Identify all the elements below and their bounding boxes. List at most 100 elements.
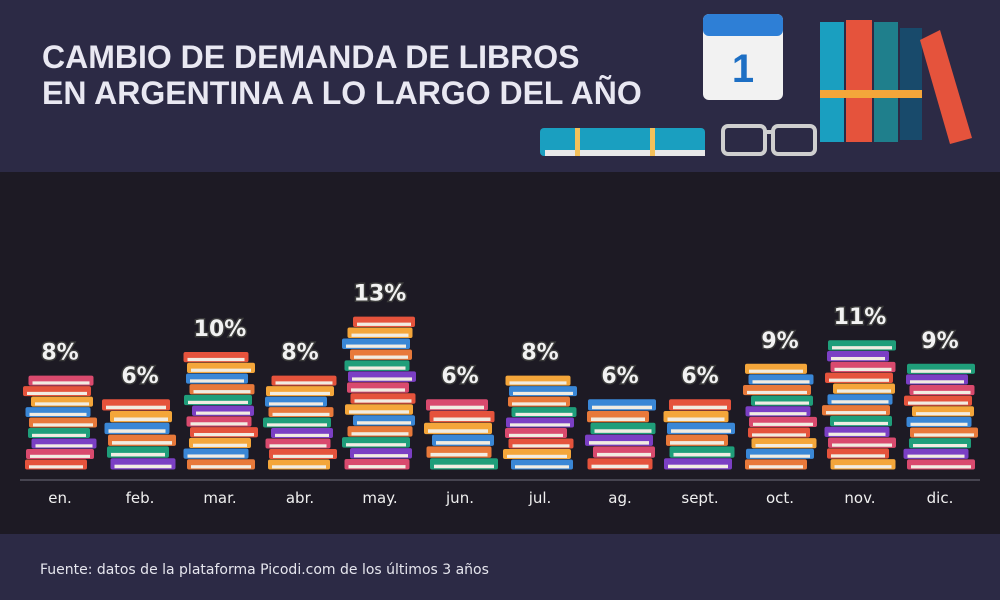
book-pages (111, 452, 165, 457)
book-pages (913, 443, 967, 448)
book-pages (193, 443, 247, 447)
book-pages (348, 465, 406, 469)
book-pages (831, 400, 889, 404)
book-pages (346, 443, 406, 447)
book-pages (29, 465, 83, 469)
book-pages (755, 443, 813, 448)
title-line: CAMBIO DE DEMANDA DE LIBROS (42, 39, 579, 75)
book-pages (191, 465, 251, 469)
footer-bg (0, 534, 1000, 600)
book-pages (826, 411, 886, 415)
book-pages (273, 454, 333, 458)
value-label: 10% (194, 317, 247, 342)
x-tick-label: nov. (844, 489, 875, 507)
book-pages (592, 405, 652, 410)
book-pages (35, 444, 93, 448)
value-label: 11% (834, 305, 887, 330)
book-pages (755, 401, 809, 405)
x-tick-label: abr. (286, 489, 314, 507)
value-label: 6% (681, 364, 718, 389)
book-pages (29, 412, 87, 416)
book-stack (424, 399, 498, 470)
book-pages (752, 433, 806, 437)
book-pages (32, 381, 90, 385)
book-pages (515, 465, 569, 469)
book-pages (591, 417, 645, 422)
book-pages (831, 454, 885, 458)
x-tick-label: feb. (126, 489, 155, 507)
book-stack (743, 363, 817, 470)
book-pages (433, 417, 491, 422)
book-pages (749, 465, 803, 469)
book-pages (196, 411, 250, 415)
book-pages (747, 390, 807, 395)
book-pages (190, 379, 244, 383)
value-label: 6% (121, 364, 158, 389)
book-pages (834, 465, 892, 469)
book-stack (183, 352, 258, 470)
book-pages (594, 429, 652, 433)
book-pages (32, 433, 86, 437)
book-pages (832, 443, 892, 447)
book-pages (671, 429, 731, 433)
book-stack (822, 340, 896, 470)
book-pages (911, 465, 971, 469)
book-pages (354, 399, 412, 403)
x-tick-label: en. (48, 489, 72, 507)
book-stack (585, 399, 656, 470)
book-pages (357, 421, 411, 425)
book-pages (914, 433, 974, 437)
book-pages (354, 355, 408, 359)
x-tick-label: ag. (608, 489, 631, 507)
illustration: 1 (540, 14, 972, 156)
book-pages (351, 333, 409, 337)
book-pages (910, 422, 968, 426)
source: Fuente: datos de la plataforma Picodi.co… (40, 562, 489, 578)
x-tick-label: jul. (528, 489, 552, 507)
book-pages (108, 429, 166, 433)
book-pages (673, 405, 727, 410)
book-pages (27, 391, 87, 396)
book-pages (106, 405, 166, 410)
book-pages (513, 391, 573, 396)
calendar-day: 1 (732, 47, 754, 91)
book-pages (194, 432, 254, 437)
book-pages (434, 464, 494, 469)
book-pages (191, 368, 251, 372)
book-pages (428, 429, 488, 433)
value-label: 6% (601, 364, 638, 389)
book-pages (33, 423, 93, 427)
x-tick-label: oct. (766, 489, 794, 507)
book-pages (188, 400, 248, 405)
book-pages (831, 356, 885, 361)
book-pages (510, 423, 570, 427)
x-tick-label: sept. (681, 489, 718, 507)
book-pages (589, 441, 649, 445)
book-pages (275, 381, 333, 385)
book-pages (269, 444, 327, 448)
book-pages (275, 433, 329, 437)
book-pages (750, 454, 810, 458)
book-pages (597, 452, 651, 457)
book-pages (352, 377, 412, 381)
x-tick-label: may. (362, 489, 397, 507)
book-pages (270, 391, 330, 396)
book-pages (267, 423, 327, 427)
book-pages (193, 390, 251, 394)
book-pages (351, 388, 405, 392)
value-label: 9% (921, 329, 958, 354)
book-pages (509, 381, 567, 385)
title-line: EN ARGENTINA A LO LARGO DEL AÑO (42, 75, 642, 111)
book-pages (269, 402, 323, 406)
book-pages (272, 465, 326, 469)
value-label: 9% (761, 329, 798, 354)
book-pages (673, 452, 731, 457)
book-pages (349, 410, 409, 414)
book-pages (832, 346, 892, 350)
book-pages (187, 357, 245, 362)
book-pages (512, 444, 570, 448)
book-pages (112, 441, 172, 445)
book-pages (911, 369, 971, 373)
book-stack (503, 375, 577, 470)
